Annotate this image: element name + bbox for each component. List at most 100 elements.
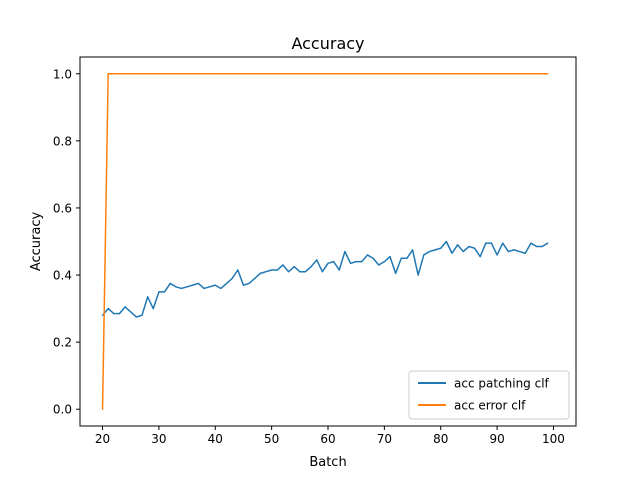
data-point-acc-patching-clf	[135, 316, 137, 318]
data-point-acc-patching-clf	[203, 287, 205, 290]
data-point-acc-error-clf	[468, 73, 470, 75]
data-point-acc-error-clf	[411, 73, 414, 75]
data-point-acc-patching-clf	[265, 271, 267, 273]
data-point-acc-patching-clf	[451, 252, 453, 254]
data-point-acc-patching-clf	[231, 277, 233, 279]
data-point-acc-error-clf	[265, 73, 267, 75]
data-point-acc-error-clf	[293, 73, 295, 75]
series-line-acc-error-clf	[101, 73, 548, 410]
x-tick-label: 40	[208, 432, 223, 446]
data-point-acc-error-clf	[141, 73, 143, 75]
data-point-acc-error-clf	[406, 73, 408, 75]
data-point-acc-patching-clf	[535, 245, 538, 248]
data-point-acc-patching-clf	[321, 271, 323, 273]
legend-box	[408, 370, 570, 420]
data-point-acc-patching-clf	[259, 272, 261, 274]
data-point-acc-patching-clf	[118, 313, 121, 315]
data-point-acc-patching-clf	[440, 247, 442, 249]
data-point-acc-error-clf	[473, 73, 476, 75]
data-point-acc-patching-clf	[152, 307, 154, 310]
data-point-acc-patching-clf	[361, 261, 363, 263]
data-point-acc-error-clf	[197, 73, 199, 75]
data-point-acc-patching-clf	[541, 245, 543, 248]
y-tick-label: 0.4	[53, 269, 72, 283]
data-point-acc-error-clf	[237, 73, 239, 75]
series-layer	[101, 73, 549, 410]
data-point-acc-error-clf	[214, 73, 216, 75]
data-point-acc-patching-clf	[417, 274, 419, 276]
data-point-acc-patching-clf	[327, 262, 329, 264]
data-point-acc-error-clf	[547, 73, 549, 75]
data-point-acc-error-clf	[445, 73, 447, 75]
data-point-acc-patching-clf	[113, 313, 115, 315]
data-point-acc-error-clf	[152, 73, 154, 75]
data-point-acc-error-clf	[524, 73, 526, 75]
data-point-acc-error-clf	[259, 73, 261, 75]
data-point-acc-error-clf	[502, 73, 504, 75]
data-point-acc-error-clf	[451, 73, 453, 75]
data-point-acc-patching-clf	[372, 257, 374, 259]
data-point-acc-patching-clf	[434, 249, 436, 251]
data-point-acc-error-clf	[428, 73, 431, 75]
x-tick-label: 20	[95, 432, 110, 446]
data-point-acc-patching-clf	[366, 254, 369, 256]
data-point-acc-patching-clf	[457, 244, 459, 246]
data-point-acc-error-clf	[271, 73, 273, 75]
data-point-acc-patching-clf	[524, 252, 526, 254]
data-point-acc-patching-clf	[383, 261, 385, 263]
data-point-acc-patching-clf	[192, 284, 194, 286]
y-tick-label: 0.8	[53, 134, 72, 148]
data-point-acc-patching-clf	[130, 311, 132, 313]
data-point-acc-error-clf	[276, 73, 278, 75]
data-point-acc-error-clf	[507, 73, 509, 75]
data-point-acc-error-clf	[485, 73, 487, 75]
data-point-acc-patching-clf	[389, 256, 391, 258]
data-point-acc-patching-clf	[378, 264, 380, 266]
data-point-acc-patching-clf	[304, 271, 307, 273]
data-point-acc-patching-clf	[496, 254, 498, 256]
data-point-acc-patching-clf	[485, 242, 487, 244]
data-point-acc-error-clf	[535, 73, 538, 75]
data-point-acc-patching-clf	[338, 269, 340, 271]
data-point-acc-error-clf	[180, 73, 183, 75]
data-point-acc-error-clf	[327, 73, 329, 75]
x-tick-label: 100	[542, 432, 565, 446]
legend-label-acc-error-clf: acc error clf	[454, 399, 526, 413]
data-point-acc-error-clf	[344, 73, 346, 75]
x-tick-label: 30	[151, 432, 166, 446]
data-point-acc-error-clf	[163, 73, 166, 75]
data-point-acc-patching-clf	[400, 257, 402, 259]
legend: acc patching clf acc error clf	[408, 370, 570, 420]
data-point-acc-error-clf	[496, 73, 498, 75]
series-line-acc-patching-clf	[101, 240, 549, 318]
data-point-acc-patching-clf	[141, 314, 143, 316]
y-tick-label: 1.0	[53, 67, 72, 81]
y-axis-ticks: 0.0 0.2 0.4 0.6 0.8 1.0	[53, 67, 80, 417]
data-point-acc-patching-clf	[248, 282, 250, 285]
data-point-acc-patching-clf	[175, 286, 177, 288]
data-point-acc-error-clf	[299, 73, 301, 75]
data-point-acc-error-clf	[462, 73, 464, 75]
data-point-acc-error-clf	[282, 73, 284, 75]
x-tick-label: 90	[489, 432, 504, 446]
data-point-acc-patching-clf	[101, 314, 104, 316]
data-point-acc-error-clf	[519, 73, 521, 75]
data-point-acc-error-clf	[333, 73, 335, 75]
data-point-acc-error-clf	[440, 73, 442, 75]
data-point-acc-patching-clf	[473, 247, 476, 249]
data-point-acc-patching-clf	[186, 286, 188, 288]
data-point-acc-error-clf	[479, 73, 481, 75]
x-axis-label: Batch	[309, 455, 346, 470]
data-point-acc-error-clf	[321, 73, 323, 75]
data-point-acc-error-clf	[203, 73, 205, 75]
data-point-acc-patching-clf	[225, 282, 228, 285]
data-point-acc-error-clf	[124, 73, 126, 75]
data-point-acc-patching-clf	[349, 262, 352, 264]
data-point-acc-error-clf	[130, 73, 132, 75]
data-point-acc-error-clf	[349, 73, 352, 75]
data-point-acc-patching-clf	[287, 271, 290, 273]
data-point-acc-patching-clf	[445, 240, 447, 243]
x-axis-ticks: 20 30 40 50 60 70 80 90 100	[95, 426, 565, 446]
data-point-acc-error-clf	[490, 73, 493, 75]
